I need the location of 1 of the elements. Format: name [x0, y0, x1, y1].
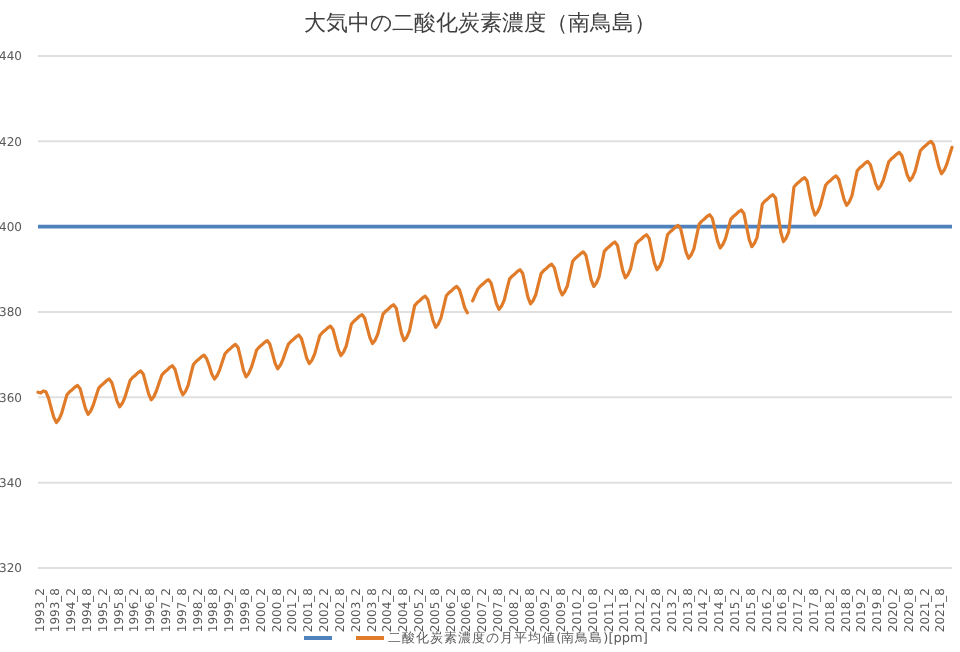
chart-title: 大気中の二酸化炭素濃度（南鳥島）: [302, 8, 658, 38]
